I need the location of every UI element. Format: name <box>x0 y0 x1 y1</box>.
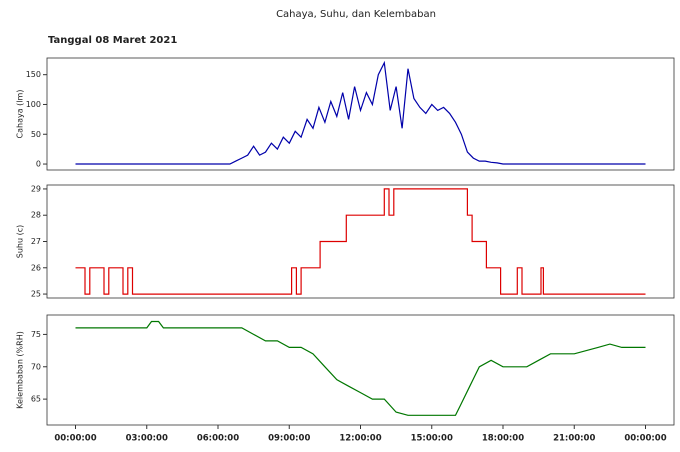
y-tick-label: 70 <box>31 362 41 371</box>
y-axis-label: Cahaya (lm) <box>16 90 25 139</box>
y-tick-label: 25 <box>31 290 41 299</box>
y-tick-label: 0 <box>36 160 41 169</box>
y-tick-label: 75 <box>31 330 41 339</box>
x-tick-label: 00:00:00 <box>624 434 666 444</box>
x-tick-label: 00:00:00 <box>54 434 96 444</box>
y-tick-label: 65 <box>31 395 41 404</box>
x-tick-label: 21:00:00 <box>553 434 595 444</box>
data-line <box>75 60 646 165</box>
x-tick-label: 18:00:00 <box>482 434 524 444</box>
plot-frame <box>46 314 675 426</box>
y-axis-label: Suhu (c) <box>16 225 25 258</box>
figure-title: Cahaya, Suhu, dan Kelembaban <box>276 9 436 20</box>
figure-subtitle: Tanggal 08 Maret 2021 <box>48 35 177 46</box>
plot-frame <box>46 184 675 299</box>
plot-frame <box>46 57 675 171</box>
y-tick-label: 27 <box>31 237 41 246</box>
x-tick-label: 12:00:00 <box>339 434 381 444</box>
y-tick-label: 26 <box>31 263 41 272</box>
y-tick-label: 28 <box>31 211 41 220</box>
data-line <box>75 188 646 295</box>
data-line <box>75 320 646 416</box>
x-tick-label: 06:00:00 <box>197 434 239 444</box>
y-tick-label: 150 <box>26 70 41 79</box>
y-axis-label: Kelembaban (%RH) <box>16 331 25 409</box>
y-tick-label: 50 <box>31 130 41 139</box>
y-tick-label: 29 <box>31 184 41 193</box>
y-tick-label: 100 <box>26 100 41 109</box>
x-tick-label: 03:00:00 <box>126 434 168 444</box>
x-tick-label: 15:00:00 <box>411 434 453 444</box>
x-tick-label: 09:00:00 <box>268 434 310 444</box>
